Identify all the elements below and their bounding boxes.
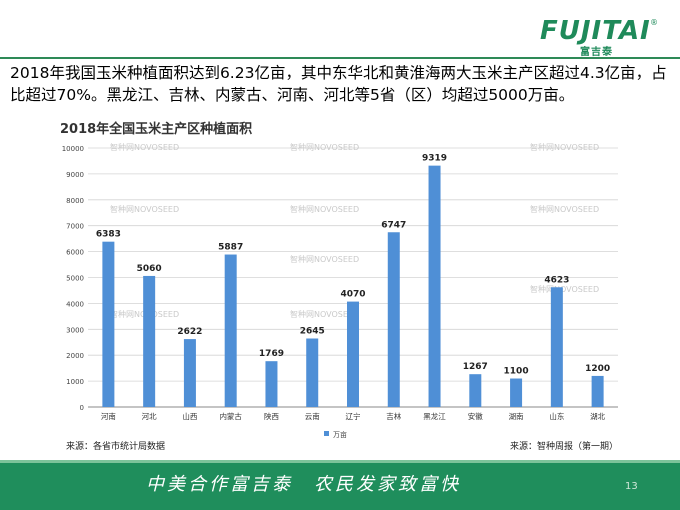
brand-logo: FUJITAI ® 富吉泰 — [540, 16, 660, 58]
bar-chart: 0 1000 2000 3000 4000 5000 6000 7000 8000 9000 100… — [62, 142, 618, 452]
page-number: 13 — [625, 481, 638, 492]
bar — [143, 275, 156, 407]
x-tick-label: 吉林 — [386, 411, 401, 421]
bar — [469, 374, 482, 407]
y-tick-label: 5000 — [66, 275, 84, 283]
x-tick-label: 云南 — [305, 411, 320, 421]
y-tick-label: 2000 — [66, 352, 84, 360]
bar — [224, 254, 237, 407]
data-label: 6383 — [96, 230, 121, 240]
y-tick-label: 10000 — [62, 145, 84, 153]
data-label: 1267 — [463, 362, 488, 372]
source-left: 来源：各省市统计局数据 — [66, 440, 165, 452]
x-tick-label: 内蒙古 — [219, 411, 242, 421]
logo-brand: FUJITAI — [540, 16, 651, 46]
x-tick-label: 湖南 — [509, 411, 524, 421]
data-label: 6747 — [381, 220, 406, 230]
x-tick-label: 山东 — [549, 411, 564, 421]
x-tick-label: 安徽 — [468, 411, 483, 421]
y-tick-label: 3000 — [66, 326, 84, 334]
slide-headline: 2018年我国玉米种植面积达到6.23亿亩，其中东华北和黄淮海两大玉米主产区超过… — [10, 64, 667, 104]
footer-highlight — [0, 460, 680, 463]
watermark-text: 智种网NOVOSEED — [290, 254, 359, 264]
watermark-text: 智种网NOVOSEED — [290, 309, 359, 319]
watermark-text: 智种网NOVOSEED — [530, 204, 599, 214]
data-label: 1100 — [504, 367, 529, 377]
y-tick-label: 0 — [80, 404, 84, 412]
data-label: 4070 — [340, 290, 365, 300]
y-tick-label: 7000 — [66, 223, 84, 231]
footer-bar — [0, 463, 680, 510]
y-tick-label: 6000 — [66, 249, 84, 257]
bar — [306, 338, 319, 407]
bar — [428, 165, 441, 407]
legend-label: 万亩 — [333, 430, 347, 439]
watermark-text: 智种网NOVOSEED — [290, 142, 359, 152]
data-label: 9319 — [422, 154, 447, 164]
data-label: 4623 — [544, 275, 569, 285]
y-tick-label: 4000 — [66, 300, 84, 308]
chart-title: 2018年全国玉米主产区种植面积 — [60, 122, 253, 137]
bar — [550, 287, 563, 407]
x-tick-label: 辽宁 — [346, 411, 361, 421]
bar — [347, 301, 359, 407]
data-label: 1200 — [585, 364, 610, 374]
x-tick-label: 湖北 — [590, 412, 605, 421]
data-label: 1769 — [259, 349, 284, 359]
x-tick-label: 山西 — [182, 411, 197, 421]
watermark-text: 智种网NOVOSEED — [290, 204, 359, 214]
bar — [591, 375, 604, 407]
x-tick-label: 陕西 — [264, 411, 279, 421]
legend-swatch — [324, 431, 329, 436]
data-label: 2645 — [300, 326, 325, 336]
source-right: 来源：智种周报（第一期） — [510, 440, 618, 452]
data-label: 5887 — [218, 243, 243, 253]
x-tick-label: 河北 — [142, 412, 157, 421]
bar — [183, 339, 196, 407]
y-tick-label: 8000 — [66, 197, 84, 205]
logo-registered-mark: ® — [650, 18, 658, 27]
data-label: 5060 — [137, 264, 162, 274]
x-tick-label: 河南 — [101, 411, 116, 421]
data-label: 2622 — [177, 327, 202, 337]
watermark-text: 智种网NOVOSEED — [110, 204, 179, 214]
y-tick-label: 1000 — [66, 378, 84, 386]
x-tick-label: 黑龙江 — [423, 411, 446, 421]
bar — [510, 378, 523, 407]
watermark-text: 智种网NOVOSEED — [110, 142, 179, 152]
watermark-text: 智种网NOVOSEED — [530, 284, 599, 294]
bar — [102, 241, 115, 407]
footer-slogan: 中美合作富吉泰 农民发家致富快 — [146, 474, 461, 495]
y-tick-label: 9000 — [66, 171, 84, 179]
watermark-text: 智种网NOVOSEED — [530, 142, 599, 152]
bar — [265, 361, 278, 407]
logo-subtitle: 富吉泰 — [580, 47, 613, 58]
header-divider — [0, 57, 680, 59]
bar — [387, 232, 400, 407]
